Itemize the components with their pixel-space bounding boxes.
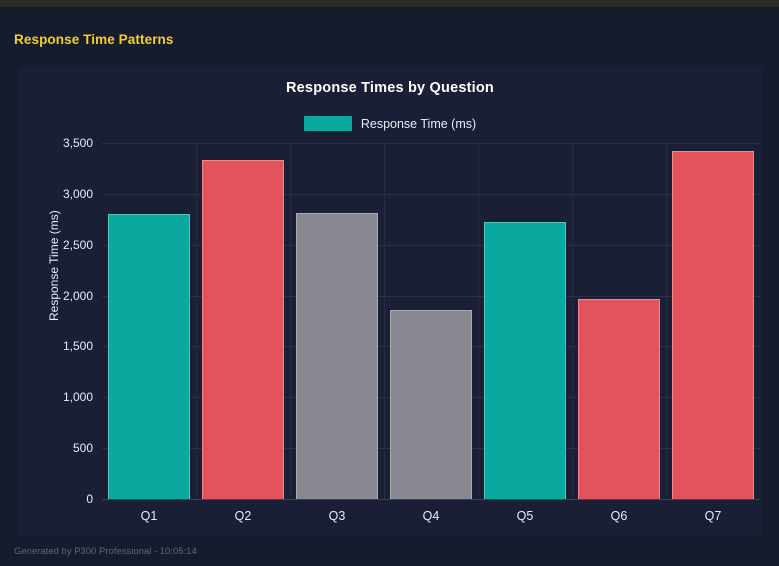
bar-slot-q7: Q7 (666, 143, 760, 523)
window-top-strip (0, 0, 779, 7)
chart-card: Response Times by Question Response Time… (18, 66, 762, 535)
category-separator-3 (384, 143, 385, 499)
category-separator-6 (666, 143, 667, 499)
bar-slot-q4: Q4 (384, 143, 478, 523)
gridline-0 (102, 499, 760, 500)
chart-title: Response Times by Question (286, 80, 494, 96)
bar-q7[interactable] (672, 151, 754, 499)
bar-group: Q1 Q2 Q3 Q4 Q5 Q6 Q7 (102, 143, 760, 523)
y-tick-label-500: 500 (72, 441, 93, 456)
x-tick-label-q5: Q5 (516, 509, 534, 523)
x-tick-label-q2: Q2 (234, 509, 252, 523)
y-tick-label-1000: 1,000 (62, 390, 93, 405)
x-tick-label-q6: Q6 (610, 509, 628, 523)
y-tick-label-3000: 3,000 (62, 186, 93, 201)
x-tick-label-q7: Q7 (704, 509, 722, 523)
category-separator-4 (478, 143, 479, 499)
bar-slot-q3: Q3 (290, 143, 384, 523)
gridline-2000 (102, 295, 760, 297)
bar-q1[interactable] (108, 214, 190, 499)
x-tick-label-q3: Q3 (328, 509, 346, 523)
bar-q5[interactable] (484, 222, 566, 499)
gridline-3500 (102, 143, 760, 144)
bar-slot-q6: Q6 (572, 143, 666, 523)
bar-q4[interactable] (390, 309, 472, 499)
y-tick-label-0: 0 (86, 492, 93, 506)
y-axis-title: Response Time (ms) (47, 210, 61, 321)
legend-swatch-response-time (303, 116, 352, 131)
legend-label-response-time: Response Time (ms) (360, 116, 477, 131)
bar-slot-q5: Q5 (478, 143, 572, 523)
category-separator-1 (196, 143, 197, 499)
y-tick-label-2000: 2,000 (62, 288, 93, 303)
y-tick-label-1500: 1,500 (62, 339, 93, 354)
category-separator-5 (572, 143, 573, 499)
y-tick-label-3500: 3,500 (62, 136, 93, 150)
bar-q6[interactable] (578, 299, 660, 499)
gridline-2500 (102, 244, 760, 246)
bar-slot-q1: Q1 (102, 143, 196, 523)
category-separator-2 (290, 143, 291, 499)
x-tick-label-q1: Q1 (140, 509, 158, 523)
x-tick-label-q4: Q4 (422, 509, 440, 523)
bar-slot-q2: Q2 (196, 143, 290, 523)
chart-legend[interactable]: Response Time (ms) (18, 116, 762, 131)
page-title: Response Time Patterns (14, 32, 174, 47)
gridline-3000 (102, 193, 760, 195)
y-tick-label-2500: 2,500 (62, 237, 93, 252)
bar-q3[interactable] (296, 213, 378, 499)
footer-caption: Generated by P300 Professional - 10:05:1… (14, 546, 197, 557)
plot-area: 0 500 1,000 1,500 2,000 2,500 3,000 3,500 Q1 Q2 Q… (63, 136, 760, 523)
bar-q2[interactable] (202, 160, 284, 499)
